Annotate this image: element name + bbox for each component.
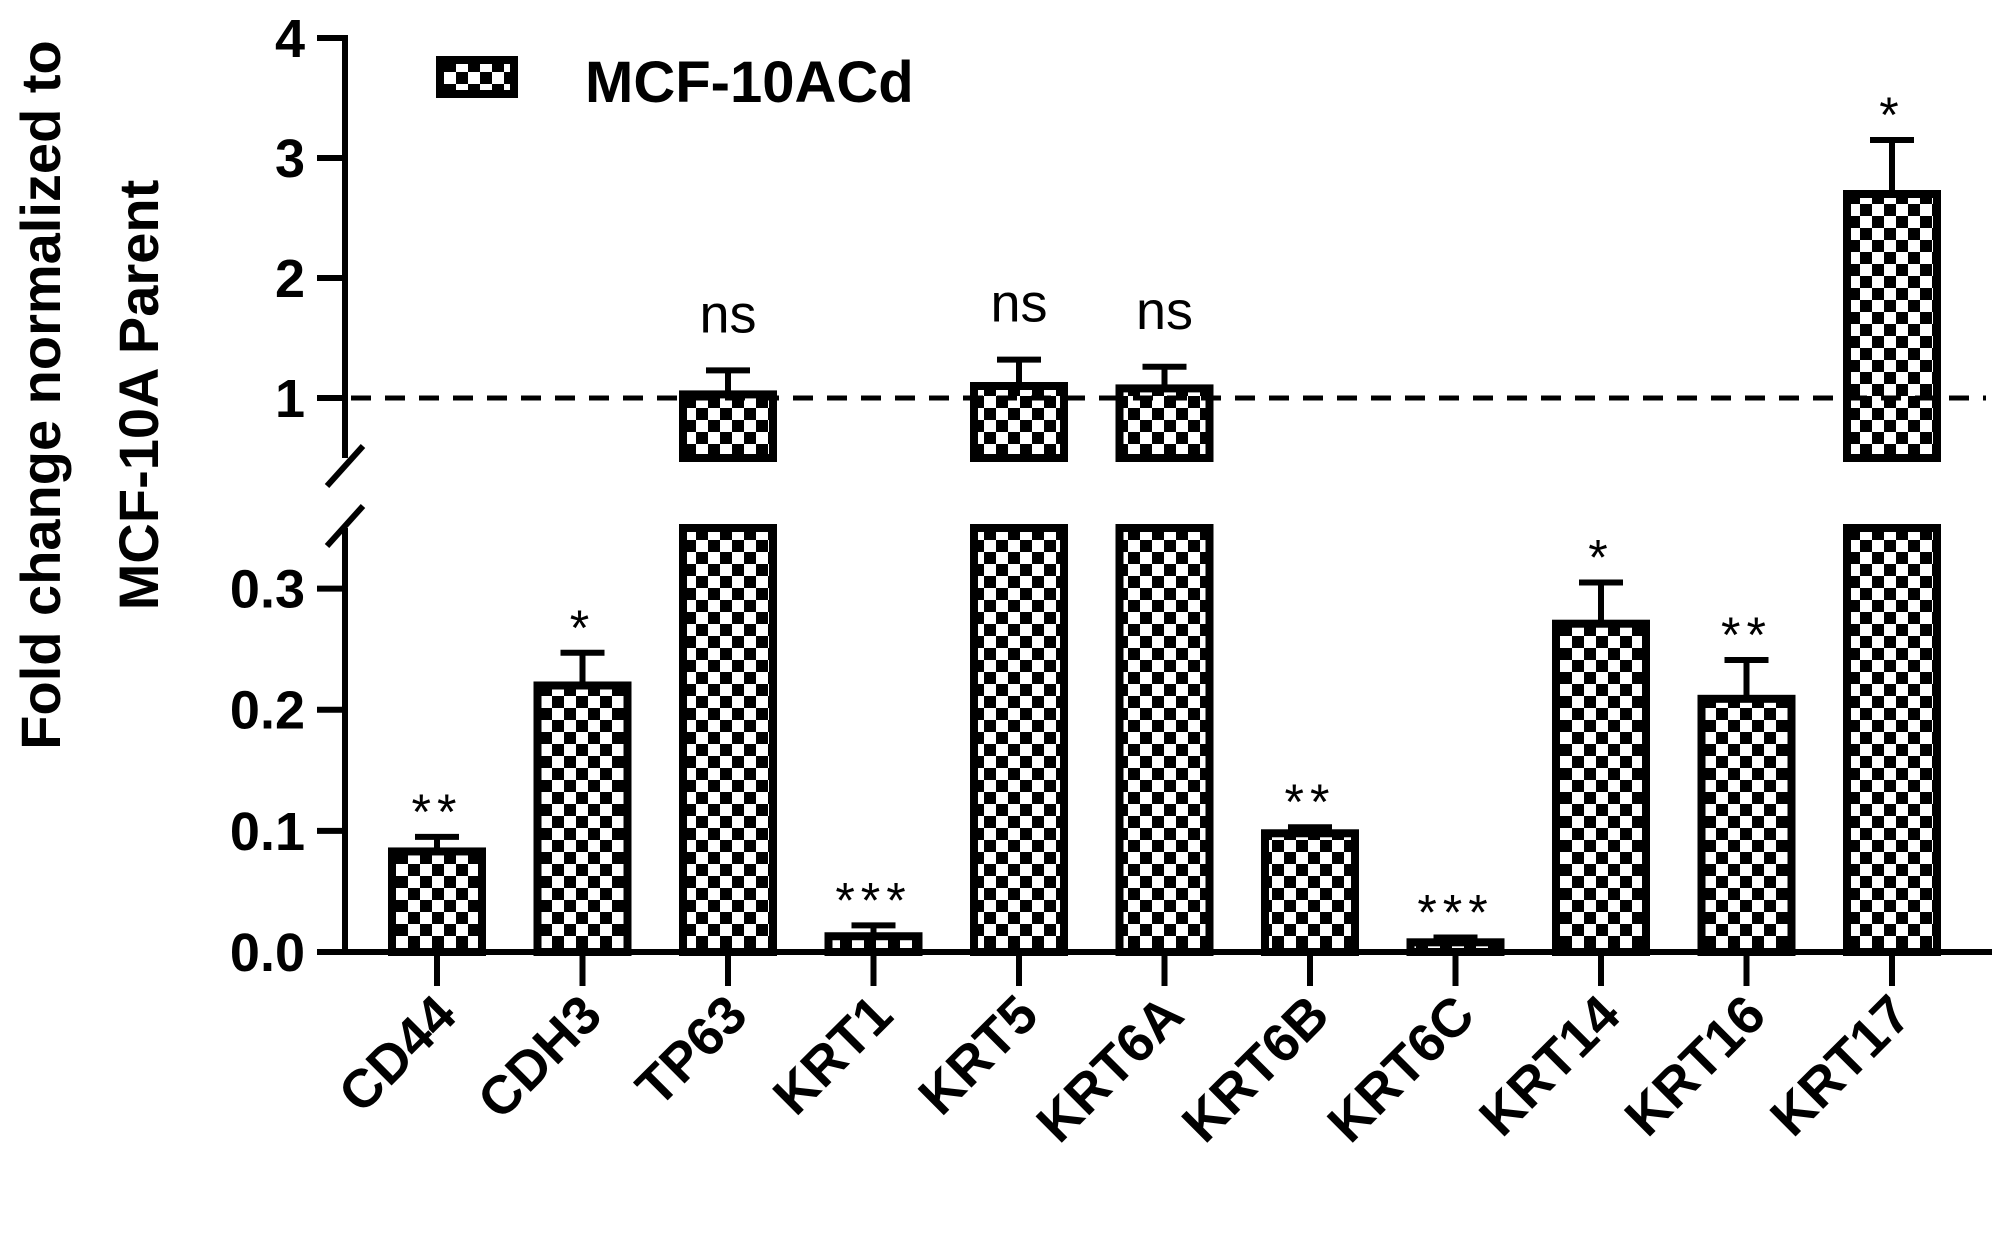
- y-tick-label-2: 2: [275, 249, 305, 309]
- significance-label-krt14: *: [1588, 530, 1613, 586]
- x-tick-label-krt6c: KRT6C: [1316, 984, 1486, 1154]
- x-tick-label-tp63: TP63: [625, 984, 759, 1118]
- bar-lower-krt5: [970, 524, 1068, 956]
- y-axis-title: Fold change normalized to MCF-10A Parent: [9, 40, 170, 749]
- significance-label-cd44: **: [412, 784, 463, 840]
- axis-break-mark-upper: [324, 443, 366, 489]
- significance-label-krt6c: ***: [1417, 884, 1493, 940]
- x-tick-label-cdh3: CDH3: [467, 984, 613, 1130]
- x-tick-label-krt6a: KRT6A: [1025, 984, 1195, 1154]
- axis-break-mark-lower: [324, 503, 366, 549]
- y-tick-label-0.0: 0.0: [230, 923, 305, 983]
- bar-lower-tp63: [679, 524, 777, 956]
- significance-label-krt5: ns: [990, 274, 1047, 334]
- significance-label-tp63: ns: [699, 284, 756, 344]
- y-tick-label-0.1: 0.1: [230, 802, 305, 862]
- significance-label-krt16: **: [1721, 607, 1772, 663]
- y-tick-label-4: 4: [275, 9, 305, 69]
- bar-lower-krt6a: [1115, 524, 1214, 956]
- legend-label: MCF-10ACd: [585, 50, 914, 115]
- y-tick-label-3: 3: [275, 129, 305, 189]
- bars-layer: [388, 190, 1941, 957]
- legend-swatch: [436, 56, 518, 98]
- x-tick-label-krt6b: KRT6B: [1171, 984, 1341, 1154]
- legend: MCF-10ACd: [436, 50, 914, 115]
- significance-label-krt17: *: [1879, 87, 1904, 143]
- significance-label-krt6a: ns: [1136, 281, 1193, 341]
- significance-label-krt1: ***: [835, 872, 911, 928]
- bar-upper-krt17: [1843, 190, 1941, 462]
- bar-krt6b: [1261, 829, 1359, 957]
- significance-label-cdh3: *: [570, 600, 595, 656]
- bar-cd44: [388, 847, 486, 956]
- x-tick-label-krt17: KRT17: [1759, 984, 1922, 1147]
- bar-upper-tp63: [679, 390, 777, 462]
- x-tick-label-cd44: CD44: [327, 984, 467, 1124]
- x-tick-label-krt16: KRT16: [1614, 984, 1777, 1147]
- bar-krt14: [1552, 619, 1650, 957]
- y-axis-title-line1: Fold change normalized to: [9, 40, 72, 749]
- x-tick-labels: CD44 CDH3 TP63 KRT1 KRT5KRT6AKRT6BKRT6CKRT14…: [327, 984, 1922, 1154]
- y-tick-label-1: 1: [275, 369, 305, 429]
- y-tick-label-0.3: 0.3: [230, 560, 305, 620]
- error-bars-layer: [415, 137, 1914, 943]
- bar-cdh3: [533, 681, 632, 956]
- y-axis-title-line2: MCF-10A Parent: [107, 180, 170, 610]
- y-tick-label-0.2: 0.2: [230, 681, 305, 741]
- significance-label-krt6b: **: [1285, 774, 1336, 830]
- axes-layer: 0.0 0.1 0.2 0.3 1 2 3 4: [230, 9, 1992, 986]
- x-tick-label-krt5: KRT5: [907, 984, 1049, 1126]
- bar-krt16: [1697, 694, 1796, 956]
- significance-layer: ***ns***ns ns*********: [412, 87, 1904, 940]
- x-tick-label-krt1: KRT1: [762, 984, 904, 1126]
- x-tick-label-krt14: KRT14: [1468, 984, 1631, 1147]
- bar-lower-krt17: [1843, 524, 1941, 956]
